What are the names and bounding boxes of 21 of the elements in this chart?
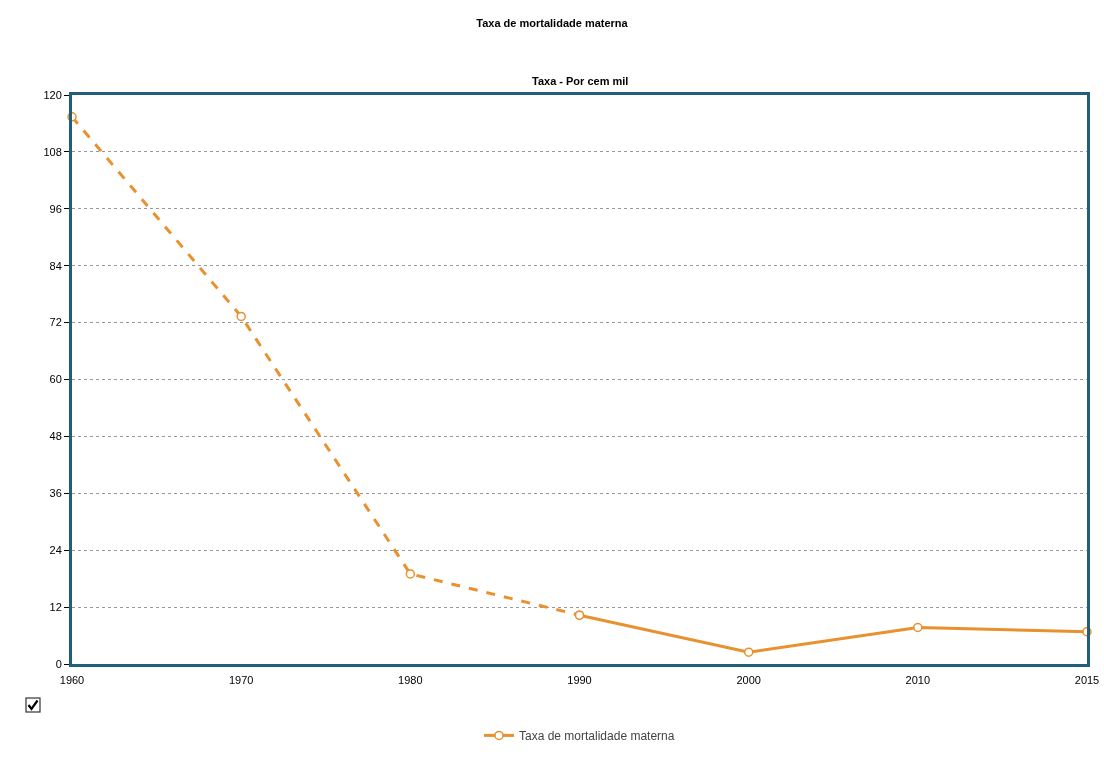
x-tick-label: 1960 xyxy=(59,674,85,687)
y-tick-label: 108 xyxy=(43,145,62,158)
x-tick-label: 2010 xyxy=(905,674,931,687)
chart-subtitle: Taxa - Por cem mil xyxy=(532,75,629,87)
x-tick-label: 2015 xyxy=(1074,674,1100,687)
chart-title: Taxa de mortalidade materna xyxy=(476,16,629,29)
x-tick-label: 1990 xyxy=(567,674,592,687)
x-tick-label: 2000 xyxy=(736,674,761,687)
y-tick-label: 12 xyxy=(49,600,62,613)
x-tick-label: 1970 xyxy=(228,674,254,687)
y-tick-label: 24 xyxy=(49,544,62,557)
y-tick-label: 36 xyxy=(49,487,62,500)
y-tick-label: 96 xyxy=(49,202,62,215)
y-tick-label: 72 xyxy=(49,316,62,329)
y-tick-label: 120 xyxy=(43,88,62,101)
y-tick-label: 0 xyxy=(55,657,62,670)
y-tick-label: 48 xyxy=(49,430,62,443)
x-tick-label: 1980 xyxy=(398,674,423,687)
y-tick-label: 60 xyxy=(49,373,62,386)
y-tick-label: 84 xyxy=(49,259,62,272)
legend-label: Taxa de mortalidade materna xyxy=(519,729,675,744)
